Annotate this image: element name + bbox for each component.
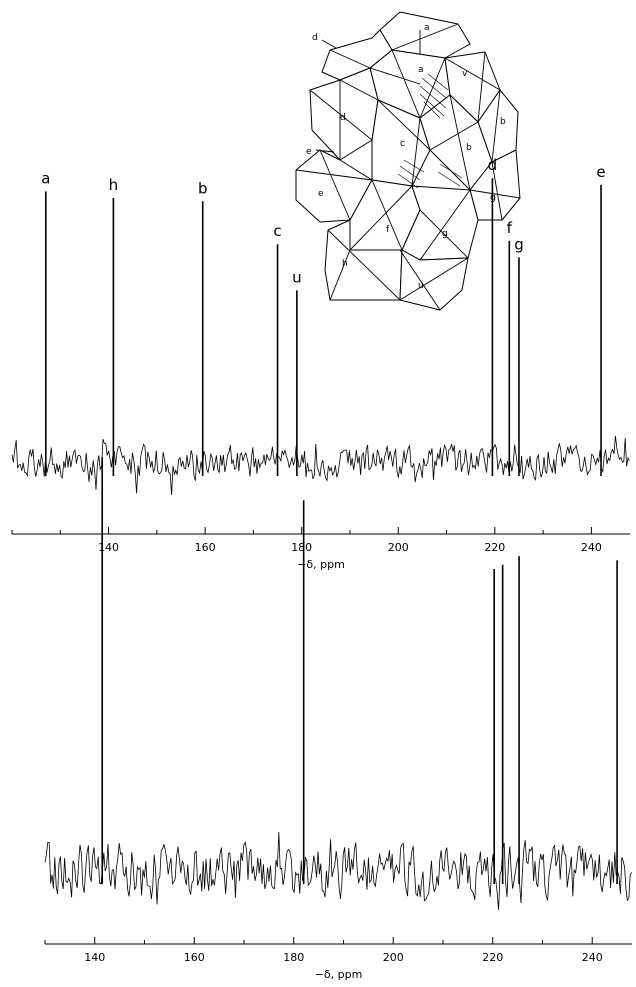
x-tick-label: 140: [98, 541, 119, 554]
polyhedron-label: g: [442, 229, 448, 239]
spectrum-trace-bottom: [44, 831, 632, 910]
peak-label: g: [514, 235, 524, 253]
peak-lines-bottom: [101, 457, 618, 884]
bottom-spectrum: 140 160 180 200 220 240 −δ, ppm: [44, 457, 632, 981]
polyhedron-label: a: [418, 65, 424, 75]
x-tick-label: 220: [482, 951, 503, 964]
x-tick-label: 140: [84, 951, 105, 964]
polyhedron-label: h: [342, 259, 348, 269]
polyhedron-label: b: [466, 143, 472, 153]
peak-label: b: [198, 179, 208, 197]
peak-label: u: [292, 268, 302, 286]
polyhedron-label: f: [386, 225, 390, 235]
peak-label: c: [273, 222, 281, 240]
polyhedron-label: v: [462, 69, 468, 79]
polyhedron-label: a: [424, 23, 430, 33]
peak-label: e: [596, 163, 605, 181]
spectrum-trace-top: [11, 435, 630, 495]
x-tick-label: 200: [388, 541, 409, 554]
polyhedral-structure-inset: a a v d d b c b e e g f g h u: [295, 11, 521, 311]
x-tick-label: 180: [283, 951, 304, 964]
x-tick-label: 200: [383, 951, 404, 964]
polyhedron-label-leaders: [315, 39, 337, 153]
polyhedron-label: u: [418, 281, 424, 291]
peak-lines-top: [44, 178, 602, 476]
hatched-cavity: [397, 73, 463, 189]
x-axis-label-bottom: −δ, ppm: [315, 968, 363, 981]
peak-label: f: [507, 219, 513, 237]
polyhedron-label: c: [400, 139, 405, 149]
x-axis-label-top: −δ, ppm: [297, 558, 345, 571]
x-ticks-top: 140 160 180 200 220 240: [11, 527, 602, 554]
polyhedron-label: e: [306, 147, 312, 157]
x-tick-label: 160: [195, 541, 216, 554]
polyhedron-edges: [295, 23, 521, 311]
peak-label: d: [488, 156, 498, 174]
x-tick-label: 240: [581, 541, 602, 554]
polyhedron-label: b: [500, 117, 506, 127]
x-tick-label: 220: [484, 541, 505, 554]
peak-label: h: [109, 176, 119, 194]
polyhedron-label: d: [312, 33, 318, 43]
polyhedron: [321, 29, 393, 81]
x-ticks-bottom: 140 160 180 200 220 240: [44, 937, 603, 964]
x-tick-label: 180: [291, 541, 312, 554]
polyhedron-label: e: [318, 189, 324, 199]
x-tick-label: 240: [582, 951, 603, 964]
polyhedron-label: d: [340, 113, 346, 123]
peak-label: a: [41, 169, 50, 187]
x-tick-label: 160: [184, 951, 205, 964]
